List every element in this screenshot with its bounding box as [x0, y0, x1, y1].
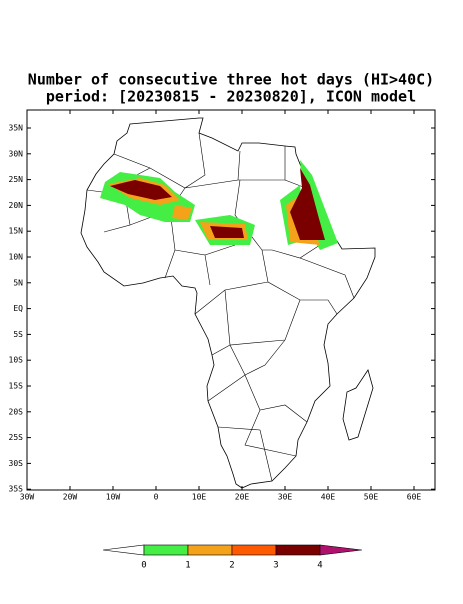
colorbar: 0 1 2 3 4: [102, 544, 363, 571]
colorbar-swatch: [275, 544, 321, 556]
lon-label: 10W: [106, 493, 121, 502]
title-line: period: [20230815 - 20230820], ICON mode…: [46, 88, 416, 106]
lon-label: 30E: [278, 493, 293, 502]
lat-label: 15S: [9, 382, 24, 391]
lon-label: 0: [154, 493, 159, 502]
title-line: Number of consecutive three hot days (HI…: [28, 71, 434, 89]
colorbar-label: 4: [317, 561, 322, 571]
lat-label: 30S: [9, 459, 24, 468]
hot-area-green: [100, 160, 338, 250]
lat-label: 5N: [13, 278, 23, 287]
colorbar-label: 1: [185, 561, 190, 571]
colorbar-label: 0: [141, 561, 146, 571]
hot-area-darkred: [110, 168, 325, 240]
colorbar-label: 3: [273, 561, 278, 571]
colorbar-tri-high: [319, 544, 363, 556]
lat-label: 10S: [9, 356, 24, 365]
madagascar: [342, 369, 374, 441]
lon-label: 50E: [364, 493, 379, 502]
axis-labels: 35N 30N 25N 20N 15N 10N 5N EQ 5S 10S 15S 20S 25S 30S 3…: [9, 110, 435, 502]
lat-label: 35S: [9, 485, 24, 494]
lat-label: 25N: [9, 175, 24, 184]
lon-label: 30W: [20, 493, 35, 502]
lon-label: 20W: [63, 493, 78, 502]
lon-label: 40E: [321, 493, 336, 502]
colorbar-tri-low: [102, 544, 145, 556]
lat-label: 5S: [13, 330, 23, 339]
lat-label: 25S: [9, 433, 24, 442]
lat-label: 15N: [9, 227, 24, 236]
colorbar-swatch: [143, 544, 189, 556]
colorbar-swatch: [187, 544, 233, 556]
lon-label: 20E: [235, 493, 250, 502]
lat-label: 30N: [9, 149, 24, 158]
hot-days-field: [100, 160, 338, 250]
lon-label: 60E: [407, 493, 422, 502]
colorbar-swatch: [231, 544, 277, 556]
lon-label: 10E: [192, 493, 207, 502]
lat-label: 20S: [9, 407, 24, 416]
lat-label: 20N: [9, 201, 24, 210]
lat-label: 35N: [9, 124, 24, 133]
colorbar-label: 2: [229, 561, 234, 571]
lat-label: EQ: [13, 304, 23, 313]
borders: [86, 132, 355, 482]
lat-label: 10N: [9, 253, 24, 262]
map-area: [80, 117, 376, 489]
